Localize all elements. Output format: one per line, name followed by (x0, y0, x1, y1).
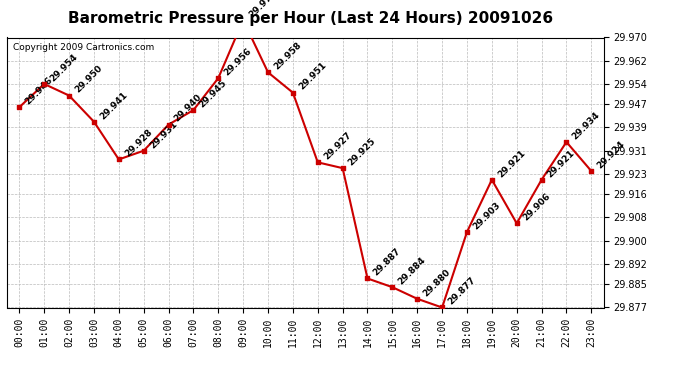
Point (313, 159, 324, 165)
Point (561, 139, 572, 145)
Point (586, 168, 597, 174)
Text: 29.956: 29.956 (222, 46, 253, 77)
Point (387, 284, 398, 290)
Text: 29.906: 29.906 (521, 192, 552, 222)
Text: 29.927: 29.927 (322, 130, 353, 162)
Point (462, 229, 473, 235)
Text: 29.877: 29.877 (446, 276, 477, 307)
Point (287, 90, 298, 96)
Text: 29.950: 29.950 (73, 64, 104, 95)
Point (138, 148, 149, 154)
Point (213, 75, 224, 81)
Point (262, 69, 273, 75)
Text: 29.931: 29.931 (148, 119, 179, 150)
Text: 29.921: 29.921 (496, 148, 527, 179)
Point (237, 17, 248, 23)
Text: 29.958: 29.958 (272, 40, 303, 72)
Text: 29.940: 29.940 (172, 93, 204, 124)
Point (113, 156, 124, 162)
Text: 29.880: 29.880 (422, 267, 452, 298)
Text: 29.903: 29.903 (471, 200, 502, 231)
Point (362, 276, 373, 282)
Point (486, 177, 497, 183)
Text: 29.934: 29.934 (571, 110, 602, 141)
Text: 29.945: 29.945 (197, 78, 228, 109)
Point (63, 93, 75, 99)
Text: Barometric Pressure per Hour (Last 24 Hours) 20091026: Barometric Pressure per Hour (Last 24 Ho… (68, 11, 553, 26)
Text: 29.887: 29.887 (372, 247, 403, 278)
Text: 29.928: 29.928 (123, 128, 154, 159)
Text: 29.925: 29.925 (347, 136, 378, 167)
Point (88, 119, 99, 125)
Point (188, 107, 199, 113)
Point (412, 296, 423, 302)
Text: 29.884: 29.884 (397, 255, 428, 286)
Text: 29.941: 29.941 (98, 90, 129, 121)
Point (437, 304, 448, 310)
Text: 29.951: 29.951 (297, 61, 328, 92)
Text: 29.921: 29.921 (546, 148, 577, 179)
Text: 29.946: 29.946 (23, 75, 55, 106)
Text: 29.924: 29.924 (595, 139, 627, 170)
Point (511, 220, 522, 226)
Point (163, 122, 174, 128)
Text: Copyright 2009 Cartronics.com: Copyright 2009 Cartronics.com (13, 43, 154, 52)
Point (14, 104, 25, 110)
Point (39, 81, 50, 87)
Text: 29.954: 29.954 (48, 52, 79, 83)
Point (337, 165, 348, 171)
Point (536, 177, 547, 183)
Text: 29.976: 29.976 (247, 0, 279, 19)
